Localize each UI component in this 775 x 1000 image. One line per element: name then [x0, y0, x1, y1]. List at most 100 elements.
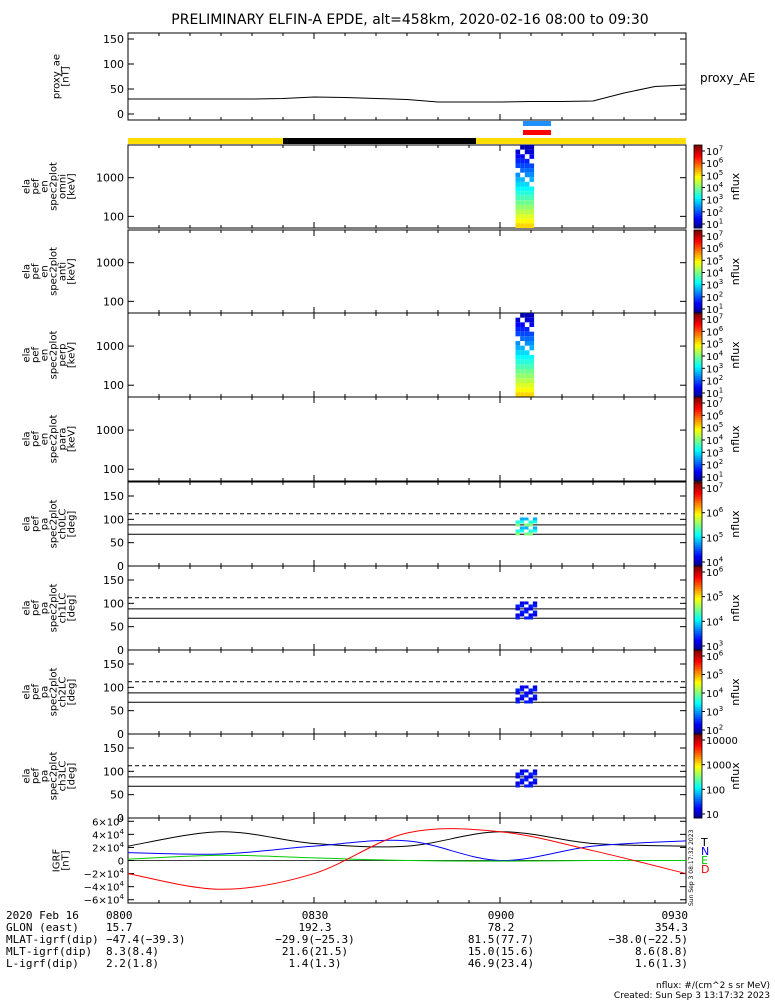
pa_ch1-cell — [528, 613, 533, 617]
spec_perp-colorbar-cell — [694, 313, 702, 316]
pa_ch1-cell — [532, 601, 538, 605]
pa_ch3-cell — [528, 781, 533, 785]
pa_ch0-colorbar-label: nflux — [729, 510, 742, 538]
pa_ch3-colorbar-cell — [694, 744, 702, 748]
pa_ch2-colorbar-tick-label: 105 — [706, 668, 723, 682]
spec_omni-cell — [520, 195, 525, 201]
spec_para-colorbar-cell — [694, 418, 702, 421]
pa_ch2-colorbar-cell — [694, 729, 702, 733]
spec_omni-cell — [520, 158, 525, 164]
spec_omni-cell — [515, 154, 521, 159]
spec_anti-ylabel-line: ela — [22, 264, 33, 279]
pa_ch1-cell — [519, 613, 525, 617]
spec_anti-colorbar-cell — [694, 232, 702, 235]
pa_ch0-cell — [524, 526, 529, 530]
pa_ch0-colorbar-cell — [694, 505, 702, 508]
spec_anti-colorbar-cell — [694, 273, 702, 277]
xaxis-cell: 15.0(15.6) — [468, 945, 534, 958]
pa_ch0-colorbar-cell — [694, 534, 702, 538]
pa_ch1-colorbar-cell — [694, 633, 702, 636]
spec_perp-cell — [524, 383, 530, 388]
pa_ch3-colorbar-cell — [694, 790, 702, 794]
spec_perp-colorbar-tick-label: 104 — [706, 350, 724, 364]
spec_omni-colorbar-frame — [693, 144, 703, 229]
spec_perp-frame — [127, 312, 687, 398]
pa_ch2-colorbar-cell — [694, 664, 702, 668]
xaxis-cell: 81.5(77.7) — [468, 933, 534, 946]
spec_perp-cell — [515, 345, 521, 351]
pa_ch3-colorbar-label: nflux — [729, 762, 742, 790]
pa_ch1-cell — [519, 601, 525, 605]
pa_ch2-colorbar-cell — [694, 662, 702, 666]
spec_para-colorbar-cell — [694, 430, 702, 434]
spec_para-ylabel-line: en — [40, 433, 51, 446]
pa_ch1-cell — [532, 604, 538, 608]
spec_omni-colorbar-cell — [694, 225, 702, 229]
pa_ch1-frame — [127, 565, 687, 651]
spec_perp-colorbar-cell — [694, 373, 702, 377]
spec_anti-colorbar-tick-label: 106 — [706, 242, 724, 256]
spec_omni-colorbar-tick-label: 102 — [706, 205, 723, 219]
pa_ch2-ylabel-line: spec2plot — [49, 668, 60, 717]
spec_omni-cell — [529, 154, 535, 159]
pa_ch2-cell — [515, 700, 520, 704]
pa_ch3-cell — [519, 772, 525, 776]
pa_ch1-colorbar-cell — [694, 610, 702, 613]
pa_ch3-colorbar-cell — [694, 757, 702, 760]
spec_para-colorbar-cell — [694, 415, 702, 419]
pa_ch0-cell — [519, 529, 525, 533]
pa_ch3-colorbar-cell — [694, 765, 702, 769]
spec_omni-colorbar-cell — [694, 184, 702, 187]
pa_ch3-cell — [524, 778, 529, 782]
pa_ch2-colorbar-cell — [694, 700, 702, 703]
spec_omni-colorbar-tick-label: 104 — [706, 181, 724, 195]
spec_para-colorbar-cell — [694, 422, 702, 425]
spec_omni-cell — [529, 172, 535, 178]
spec_perp-cell — [524, 350, 530, 355]
spec_perp-cell — [529, 359, 535, 365]
spec_perp-colorbar-cell — [694, 352, 702, 356]
pa_ch1-colorbar-cell — [694, 582, 702, 586]
spec_anti-colorbar-cell — [694, 234, 702, 237]
pa_ch0-cell — [528, 532, 533, 536]
pa_ch3-cell — [524, 769, 529, 773]
spec_perp-cell — [529, 387, 535, 393]
spec_omni-colorbar-cell — [694, 207, 702, 210]
spec_omni-colorbar-cell — [694, 217, 702, 221]
spec_perp-cell — [520, 369, 525, 374]
spec_perp-cell — [529, 392, 535, 397]
spec_perp-colorbar-cell — [694, 321, 702, 324]
spec_omni-cell — [520, 181, 525, 187]
status-bar-red — [523, 130, 551, 135]
xaxis-cell: 1.6(1.3) — [635, 957, 688, 970]
spec_para-colorbar-tick-label: 105 — [706, 421, 723, 435]
spec_perp-colorbar-cell — [694, 388, 702, 392]
pa_ch3-colorbar-cell — [694, 811, 702, 815]
pa_ch1-ylabel-line: ch1LC — [58, 593, 69, 624]
pa_ch3-colorbar-cell — [694, 815, 702, 819]
pa_ch1-cell — [528, 607, 533, 611]
igrf-ytick-label: −6×104 — [84, 893, 125, 907]
pa_ch3-colorbar-cell — [694, 759, 702, 762]
spec_omni-colorbar-cell — [694, 209, 702, 212]
pa_ch2-colorbar-cell — [694, 706, 702, 710]
pa_ch0-ylabel-line: ch0LC — [58, 509, 69, 540]
pa_ch3-colorbar-cell — [694, 748, 702, 752]
pa_ch3-colorbar-tick-label: 1000 — [706, 761, 731, 772]
pa_ch2-cell — [524, 694, 529, 698]
spec_perp-colorbar-cell — [694, 338, 702, 341]
pa_ch3-colorbar-cell — [694, 776, 702, 779]
pa_ch2-colorbar-cell — [694, 675, 702, 678]
pa_ch2-colorbar-cell — [694, 731, 702, 735]
pa_ch3-ylabel-line: pa — [40, 770, 51, 782]
spec_perp-cell — [529, 322, 535, 327]
igrf-legend-T: T — [700, 836, 708, 849]
created-note: Created: Sun Sep 3 13:17:32 2023 — [614, 991, 770, 1000]
pa_ch1-ylabel-line: [deg] — [67, 595, 78, 622]
xaxis-cell: 0900 — [488, 909, 515, 922]
pa_ch1-colorbar-cell — [694, 616, 702, 619]
pa_ch0-cell — [524, 532, 529, 536]
pa_ch3-cell — [515, 772, 520, 776]
pa_ch1-colorbar-cell — [694, 635, 702, 638]
pa_ch1-ytick-label: 0 — [117, 644, 124, 657]
